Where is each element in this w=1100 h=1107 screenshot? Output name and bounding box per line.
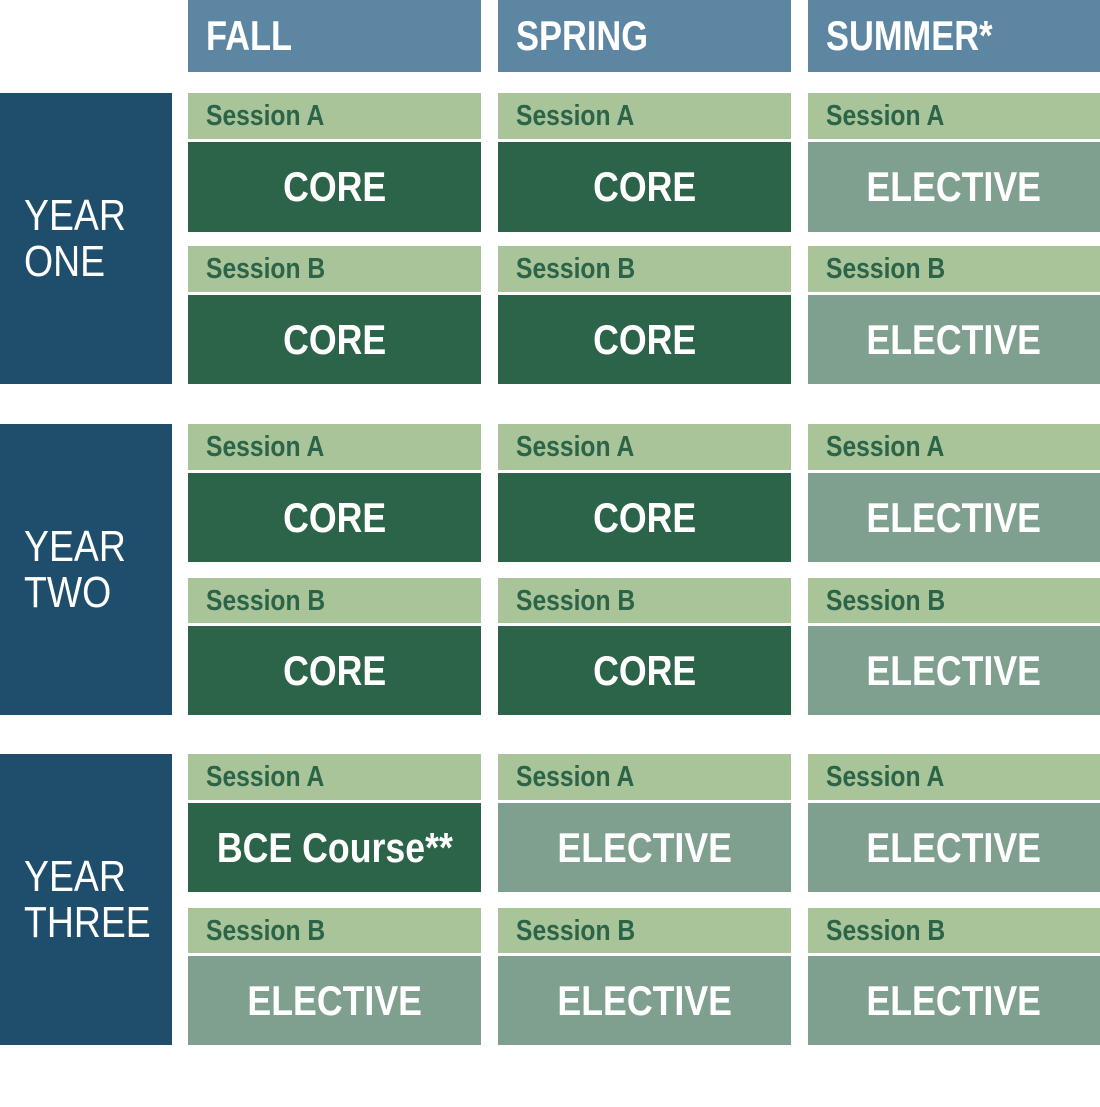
course-cell-elective: ELECTIVE bbox=[498, 803, 791, 892]
course-cell-core: CORE bbox=[498, 473, 791, 562]
course-cell-core: CORE bbox=[188, 473, 481, 562]
course-cell-elective: ELECTIVE bbox=[808, 626, 1100, 715]
course-cell-elective: ELECTIVE bbox=[498, 956, 791, 1045]
session-label: Session A bbox=[498, 754, 791, 800]
course-cell-elective: ELECTIVE bbox=[808, 803, 1100, 892]
year-label-three: YEAR THREE bbox=[0, 754, 172, 1045]
season-header-summer: SUMMER* bbox=[808, 0, 1100, 72]
course-cell-core: CORE bbox=[498, 295, 791, 384]
session-label: Session B bbox=[498, 908, 791, 953]
session-label: Session B bbox=[498, 246, 791, 292]
course-cell-core: CORE bbox=[188, 626, 481, 715]
session-label: Session A bbox=[808, 424, 1100, 470]
session-label: Session A bbox=[808, 754, 1100, 800]
session-label: Session B bbox=[498, 578, 791, 623]
session-label: Session A bbox=[808, 93, 1100, 139]
session-label: Session B bbox=[188, 246, 481, 292]
season-header-fall: FALL bbox=[188, 0, 481, 72]
session-label: Session B bbox=[188, 578, 481, 623]
session-label: Session B bbox=[188, 908, 481, 953]
year-label-two: YEAR TWO bbox=[0, 424, 172, 715]
course-cell-core: CORE bbox=[498, 626, 791, 715]
course-cell-core: CORE bbox=[498, 142, 791, 232]
session-label: Session B bbox=[808, 578, 1100, 623]
session-label: Session B bbox=[808, 246, 1100, 292]
course-cell-core: CORE bbox=[188, 295, 481, 384]
course-cell-elective: ELECTIVE bbox=[188, 956, 481, 1045]
course-cell-core: CORE bbox=[188, 142, 481, 232]
course-cell-elective: ELECTIVE bbox=[808, 295, 1100, 384]
course-cell-elective: ELECTIVE bbox=[808, 142, 1100, 232]
session-label: Session A bbox=[188, 424, 481, 470]
course-cell-bce: BCE Course** bbox=[188, 803, 481, 892]
session-label: Session A bbox=[188, 93, 481, 139]
session-label: Session A bbox=[498, 93, 791, 139]
session-label: Session A bbox=[498, 424, 791, 470]
year-label-one: YEAR ONE bbox=[0, 93, 172, 384]
course-cell-elective: ELECTIVE bbox=[808, 473, 1100, 562]
session-label: Session A bbox=[188, 754, 481, 800]
session-label: Session B bbox=[808, 908, 1100, 953]
course-cell-elective: ELECTIVE bbox=[808, 956, 1100, 1045]
season-header-spring: SPRING bbox=[498, 0, 791, 72]
